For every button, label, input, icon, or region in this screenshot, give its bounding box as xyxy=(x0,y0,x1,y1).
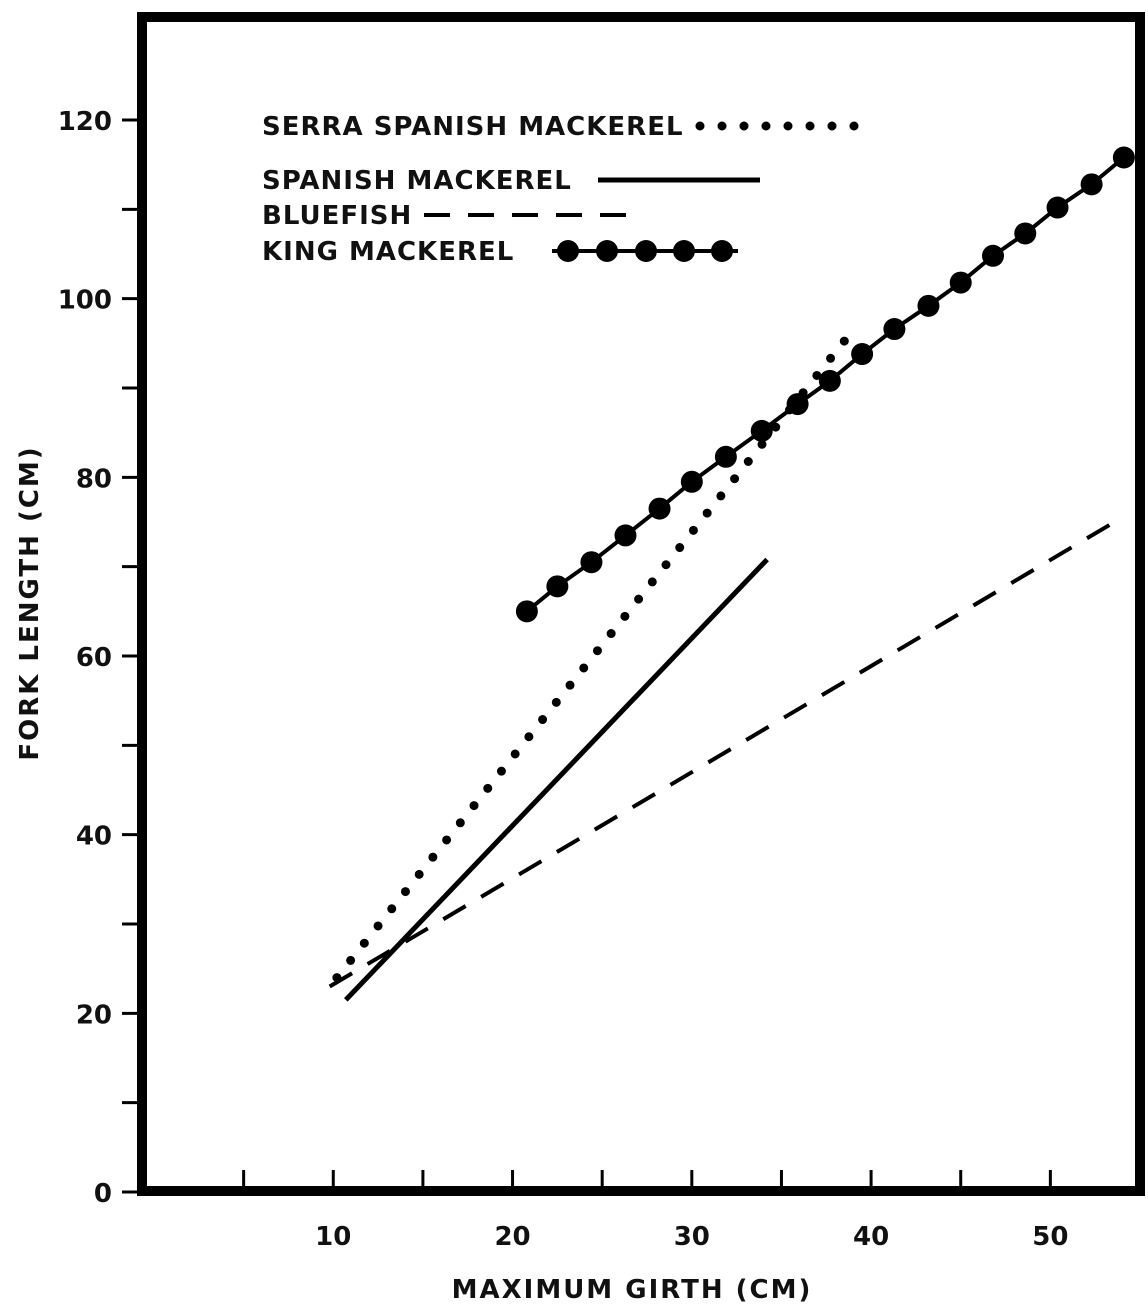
legend-swatch-marker xyxy=(557,240,579,262)
x-tick-label: 30 xyxy=(674,1222,710,1252)
series-point-king-mackerel xyxy=(949,271,972,294)
series-point-king-mackerel xyxy=(714,445,737,468)
series-layer xyxy=(328,146,1135,1002)
series-point-king-mackerel xyxy=(818,369,841,392)
series-point-king-mackerel xyxy=(1080,173,1103,196)
series-point-king-mackerel xyxy=(1014,222,1037,245)
y-axis-title: FORK LENGTH (CM) xyxy=(15,445,45,760)
x-axis-title: MAXIMUM GIRTH (CM) xyxy=(452,1275,813,1305)
legend-swatch-marker xyxy=(673,240,695,262)
y-tick-label: 20 xyxy=(76,1000,112,1030)
legend-label-spanish-mackerel: SPANISH MACKEREL xyxy=(262,166,572,196)
series-point-king-mackerel xyxy=(614,524,637,547)
series-point-king-mackerel xyxy=(750,419,773,442)
series-point-king-mackerel xyxy=(515,600,538,623)
series-point-king-mackerel xyxy=(648,497,671,520)
series-point-king-mackerel xyxy=(917,294,940,317)
legend: SERRA SPANISH MACKEREL SPANISH MACKEREL BL… xyxy=(262,112,863,267)
series-point-king-mackerel xyxy=(546,575,569,598)
y-tick-label: 100 xyxy=(58,286,112,316)
series-line-serra-spanish-mackerel xyxy=(332,321,862,983)
legend-swatch-marker xyxy=(596,240,618,262)
y-tick-label: 80 xyxy=(76,464,112,494)
series-point-king-mackerel xyxy=(580,551,603,574)
x-tick-label: 50 xyxy=(1032,1222,1068,1252)
series-point-king-mackerel xyxy=(851,343,874,366)
x-tick-label: 40 xyxy=(853,1222,889,1252)
y-tick-label: 60 xyxy=(76,643,112,673)
legend-swatch-marker xyxy=(635,240,657,262)
series-point-king-mackerel xyxy=(786,393,809,416)
series-point-king-mackerel xyxy=(680,470,703,493)
y-axis: 0 20 40 60 80 100 120 xyxy=(58,107,147,1209)
x-tick-label: 20 xyxy=(494,1222,530,1252)
series-point-king-mackerel xyxy=(883,318,906,341)
legend-label-king-mackerel: KING MACKEREL xyxy=(262,237,514,267)
legend-swatch-marker xyxy=(711,240,733,262)
y-tick-label: 120 xyxy=(58,107,112,137)
legend-label-bluefish: BLUEFISH xyxy=(262,201,412,231)
series-point-king-mackerel xyxy=(1112,146,1135,169)
y-tick-label: 0 xyxy=(94,1179,112,1209)
y-tick-label: 40 xyxy=(76,822,112,852)
series-point-king-mackerel xyxy=(1046,196,1069,219)
series-point-king-mackerel xyxy=(981,244,1004,267)
x-tick-label: 10 xyxy=(315,1222,351,1252)
legend-label-serra-spanish-mackerel: SERRA SPANISH MACKEREL xyxy=(262,112,684,142)
series-line-spanish-mackerel xyxy=(343,557,769,1002)
x-axis: 10 20 30 40 50 xyxy=(242,1170,1068,1252)
series-line-bluefish xyxy=(328,515,1124,989)
